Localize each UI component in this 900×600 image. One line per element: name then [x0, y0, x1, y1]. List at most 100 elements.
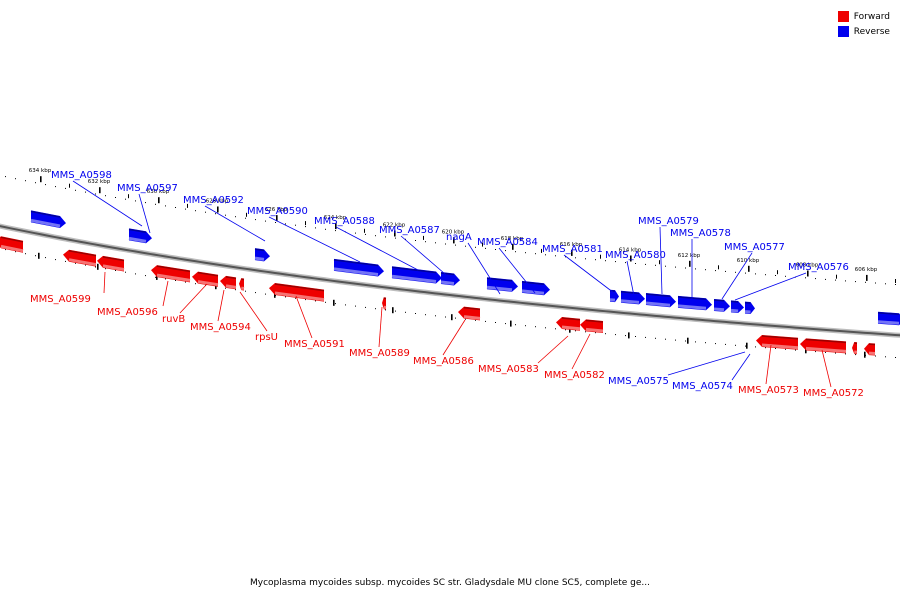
ruler-dot — [155, 276, 156, 278]
ruler-dot — [5, 176, 6, 178]
ruler-dot — [25, 253, 26, 255]
ruler-dot — [235, 289, 236, 291]
gene-label-text: MMS_A0586 — [413, 356, 474, 367]
reverse-gene-arrow — [877, 311, 900, 326]
leader-line — [162, 280, 169, 307]
ruler-dot — [235, 216, 236, 218]
ruler-dot — [305, 299, 306, 301]
forward-gene-arrow — [382, 297, 387, 310]
ruler-dot — [835, 279, 836, 281]
ruler-dot — [225, 214, 226, 216]
ruler-dot — [495, 249, 496, 250]
ruler-dot — [35, 255, 36, 257]
major-tick — [571, 249, 573, 256]
reverse-gene-arrow — [521, 280, 550, 296]
gene-label-mms-a0580: MMS_A0580 — [605, 250, 666, 297]
leader-line — [239, 291, 268, 332]
gene-highlight — [585, 327, 604, 333]
gene-edge — [645, 293, 671, 297]
forward-gene-arrow — [97, 255, 125, 272]
major-tick — [630, 255, 632, 262]
gene-highlight — [254, 256, 265, 261]
leader-line — [400, 235, 453, 281]
leader-line — [179, 283, 208, 314]
ruler-dot — [115, 270, 116, 271]
ruler-dot — [665, 338, 666, 340]
gene-edge — [197, 271, 219, 277]
ruler-dot — [435, 242, 436, 244]
ruler-dot — [135, 200, 136, 202]
gene-label-text: MMS_A0587 — [379, 225, 440, 236]
reverse-gene-arrow — [744, 301, 755, 314]
ruler-dot — [305, 226, 306, 228]
ruler-dot — [205, 211, 206, 213]
forward-gene-arrow — [220, 275, 237, 290]
ruler-dot — [45, 257, 46, 259]
ruler-dot — [645, 263, 646, 265]
gene-edge — [68, 249, 97, 257]
ruler-dot — [735, 271, 736, 273]
ruler-dot — [215, 213, 216, 215]
gene-edge — [561, 317, 581, 321]
gene-label-mms-a0590: MMS_A0590 — [247, 206, 361, 263]
gene-label-mms-a0574: MMS_A0574 — [672, 353, 751, 392]
leader-line — [765, 344, 772, 385]
ruler-dot — [515, 251, 516, 253]
gene-highlight — [128, 236, 147, 243]
ruler-dot — [425, 314, 426, 316]
ruler-dot — [505, 250, 506, 252]
ruler-dot — [475, 246, 476, 248]
tick-label: 624 kbp — [324, 215, 347, 221]
gene-label-mms-a0572: MMS_A0572 — [803, 349, 864, 399]
ruler-dot — [185, 281, 186, 283]
gene-edge — [102, 256, 125, 262]
ruler-dot — [695, 341, 696, 343]
ruler-dot — [675, 339, 676, 341]
ruler-dot — [875, 355, 876, 357]
ruler-dot — [165, 205, 166, 207]
leader-line — [721, 252, 753, 300]
major-tick — [40, 176, 42, 183]
ruler-dot — [655, 337, 656, 339]
ruler-dot — [125, 271, 126, 273]
ruler-dot — [385, 309, 386, 311]
ruler-dot — [405, 311, 406, 313]
leader-line — [103, 271, 106, 294]
ruler-dot — [815, 278, 816, 280]
ruler-dot — [395, 310, 396, 312]
leader-line — [467, 242, 501, 295]
ruler-dot — [245, 290, 246, 292]
ruler-dot — [415, 240, 416, 241]
tick-label: 608 kbp — [796, 263, 819, 269]
ruler-dot — [415, 313, 416, 314]
ruler-dot — [715, 343, 716, 345]
ruler-dot — [585, 258, 586, 260]
lower-tick — [805, 347, 807, 354]
lower-tick — [274, 291, 276, 298]
ruler-dot — [55, 259, 56, 261]
ruler-dot — [635, 336, 636, 337]
tick-label: 630 kbp — [147, 189, 170, 195]
gene-label-mms-a0598: MMS_A0598 — [51, 170, 143, 227]
gene-label-text: MMS_A0572 — [803, 388, 864, 399]
ruler-dot — [95, 266, 96, 268]
ruler-dot — [225, 287, 226, 289]
ruler-dot — [855, 354, 856, 356]
gene-highlight — [197, 280, 219, 287]
ruler-dot — [475, 319, 476, 321]
reverse-gene-arrow — [391, 266, 442, 284]
map-caption: Mycoplasma mycoides subsp. mycoides SC s… — [250, 578, 650, 588]
gene-highlight — [677, 304, 707, 310]
minor-tick — [364, 228, 365, 233]
gene-label-text: MMS_A0574 — [672, 381, 733, 392]
ruler-dot — [195, 283, 196, 285]
ruler-dot — [35, 182, 36, 184]
ruler-dot — [545, 254, 546, 256]
gene-edge — [805, 338, 847, 344]
ruler-dot — [245, 217, 246, 219]
legend-item-forward: Forward — [837, 9, 890, 24]
forward-gene-arrow — [864, 343, 876, 356]
leader-line — [295, 295, 313, 339]
gene-edge — [521, 281, 545, 285]
